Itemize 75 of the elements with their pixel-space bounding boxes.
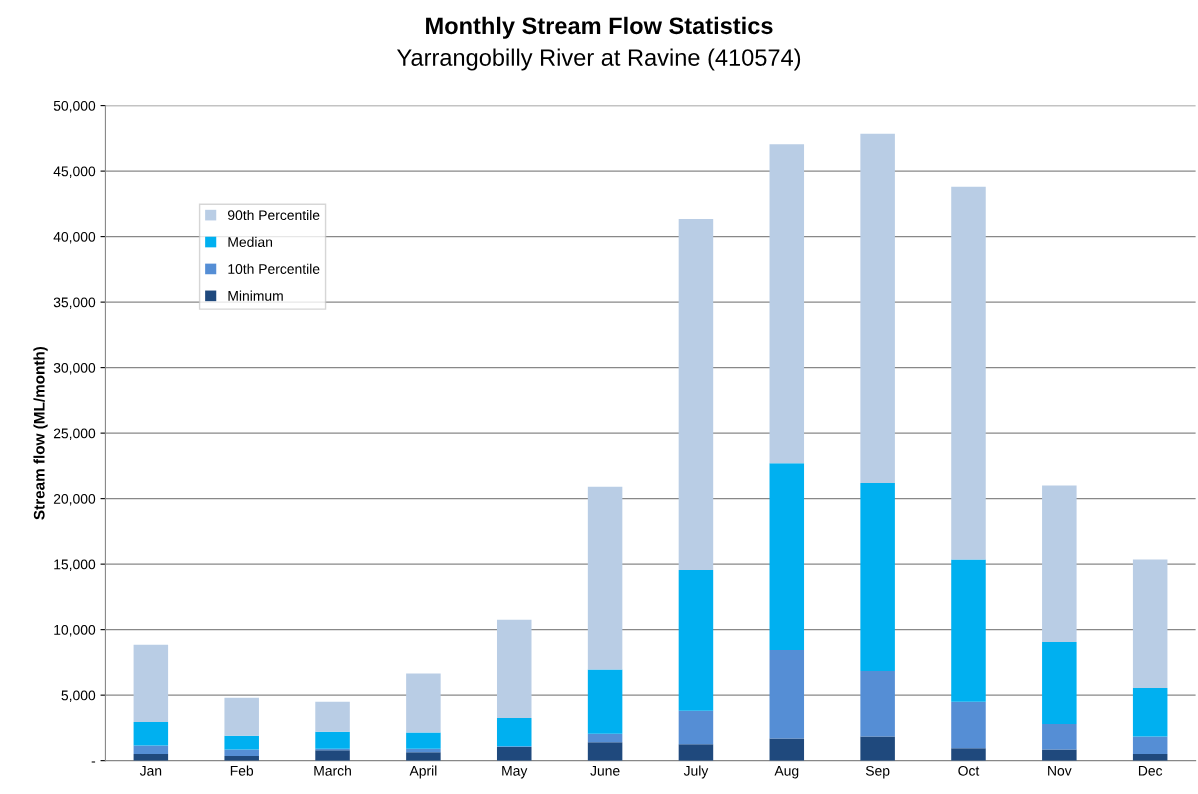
chart-subtitle: Yarrangobilly River at Ravine (410574) — [396, 48, 801, 71]
y-axis-title: Stream flow (ML/month) — [33, 346, 48, 520]
bar — [678, 570, 714, 711]
x-tick-label: May — [502, 766, 528, 779]
bar — [951, 186, 986, 560]
y-tick-label: 20,000 — [53, 493, 96, 506]
chart-title: Monthly Stream Flow Statistics — [426, 16, 773, 39]
x-tick-label: Nov — [1048, 766, 1072, 776]
bar — [224, 735, 259, 750]
y-tick-label: 45,000 — [53, 166, 96, 178]
bar — [133, 754, 169, 761]
bar — [315, 731, 350, 749]
bar — [406, 748, 441, 753]
bar — [406, 732, 441, 749]
legend-label: 90th Percentile — [228, 209, 320, 221]
y-tick-label: 10,000 — [54, 624, 96, 637]
bar — [1132, 687, 1168, 737]
legend-label: Median — [228, 236, 273, 247]
bar — [406, 673, 441, 733]
bar — [587, 486, 623, 670]
y-tick-label: 40,000 — [53, 231, 96, 244]
bar — [1042, 723, 1077, 750]
y-tick-label: 25,000 — [53, 428, 96, 440]
bar — [496, 746, 532, 761]
bar — [315, 701, 350, 732]
bar — [1042, 642, 1077, 724]
bar — [1132, 559, 1168, 688]
bar — [951, 559, 986, 702]
legend-label: 10th Percentile — [228, 263, 320, 274]
bar — [860, 670, 895, 737]
bar — [224, 749, 259, 757]
x-tick-label: July — [683, 765, 709, 779]
legend-label: Minimum — [228, 290, 283, 301]
y-tick-label: - — [91, 761, 96, 763]
bar — [587, 733, 623, 743]
bar — [951, 701, 986, 749]
bar — [496, 718, 532, 747]
bar — [587, 742, 623, 761]
bar — [315, 750, 350, 761]
bar — [769, 144, 805, 464]
bar — [951, 748, 986, 761]
y-tick-label: 35,000 — [53, 297, 96, 309]
x-tick-label: Feb — [230, 765, 254, 776]
x-tick-label: Jan — [139, 766, 162, 776]
bar — [224, 697, 259, 736]
bar — [860, 133, 895, 483]
bar — [1042, 485, 1077, 643]
bar — [1132, 736, 1168, 755]
bar — [496, 619, 532, 719]
y-tick-label: 50,000 — [53, 100, 96, 113]
bar — [860, 482, 895, 671]
bar — [133, 745, 169, 755]
bar — [769, 649, 805, 739]
y-tick-label: 5,000 — [61, 690, 96, 702]
bar — [587, 669, 623, 734]
bar — [769, 463, 805, 650]
x-tick-label: April — [409, 765, 437, 779]
bar — [133, 644, 169, 722]
bar — [1132, 754, 1168, 761]
y-tick-label: 15,000 — [54, 559, 96, 571]
bar — [406, 752, 441, 761]
x-tick-label: June — [590, 766, 620, 776]
bar — [860, 736, 895, 761]
x-tick-label: Dec — [1138, 766, 1163, 776]
y-tick-label: 30,000 — [53, 362, 96, 375]
bar — [678, 218, 714, 571]
bar — [678, 744, 714, 761]
bar — [769, 738, 805, 761]
x-tick-label: March — [314, 765, 351, 776]
x-tick-label: Sep — [865, 765, 890, 779]
bar — [678, 710, 714, 745]
x-tick-label: Oct — [958, 765, 980, 776]
x-tick-label: Aug — [774, 766, 799, 779]
bar — [133, 722, 169, 746]
bar — [1042, 749, 1077, 761]
